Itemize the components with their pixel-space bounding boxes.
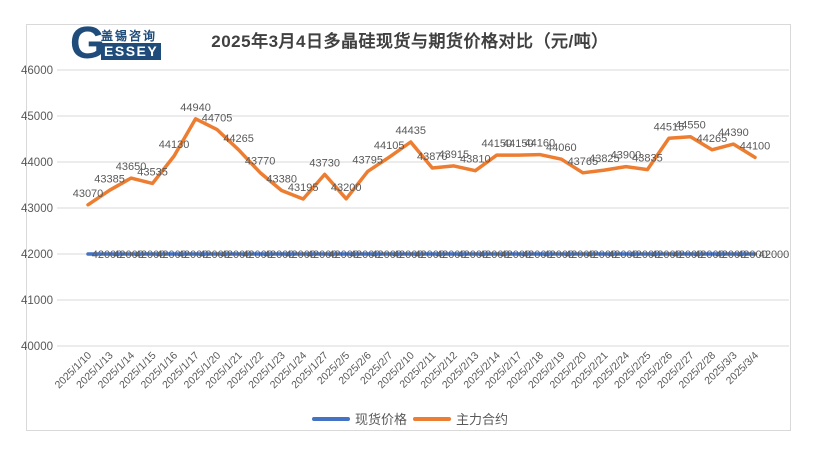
svg-text:43195: 43195: [288, 182, 319, 194]
svg-text:44435: 44435: [395, 125, 426, 137]
logo-chinese-name: 盖锡咨询: [101, 29, 158, 43]
svg-text:42000: 42000: [350, 249, 381, 261]
svg-text:40000: 40000: [21, 341, 53, 353]
logo-english-name: ESSEY: [101, 43, 162, 60]
svg-text:43385: 43385: [94, 173, 125, 185]
svg-text:42000: 42000: [156, 249, 187, 261]
svg-text:44150: 44150: [503, 138, 534, 150]
svg-text:42000: 42000: [264, 249, 295, 261]
svg-text:42000: 42000: [371, 249, 402, 261]
svg-text:42000: 42000: [544, 249, 575, 261]
svg-text:43000: 43000: [21, 203, 53, 215]
svg-text:44105: 44105: [374, 140, 405, 152]
svg-text:43200: 43200: [331, 182, 362, 194]
svg-text:44390: 44390: [718, 127, 749, 139]
chart-legend: 现货价格 主力合约: [0, 409, 820, 428]
svg-text:43535: 43535: [137, 166, 168, 178]
svg-text:43835: 43835: [632, 153, 663, 165]
svg-text:43650: 43650: [116, 161, 147, 173]
svg-text:42000: 42000: [587, 249, 618, 261]
svg-text:42000: 42000: [737, 249, 768, 261]
svg-text:42000: 42000: [651, 249, 682, 261]
svg-text:44060: 44060: [546, 142, 577, 154]
svg-text:44550: 44550: [675, 120, 706, 132]
svg-text:42000: 42000: [565, 249, 596, 261]
svg-text:42000: 42000: [436, 249, 467, 261]
svg-text:42000: 42000: [285, 249, 316, 261]
svg-text:44265: 44265: [697, 133, 728, 145]
spot-price-line-swatch: [311, 416, 350, 421]
svg-text:43765: 43765: [568, 156, 599, 168]
svg-text:43870: 43870: [417, 151, 448, 163]
svg-text:42000: 42000: [501, 249, 532, 261]
svg-text:43900: 43900: [611, 150, 642, 162]
svg-text:42000: 42000: [21, 249, 53, 261]
svg-text:42000: 42000: [328, 249, 359, 261]
svg-text:44940: 44940: [180, 102, 211, 114]
legend-item-spot-price: 现货价格: [311, 409, 407, 428]
chart-title: 2025年3月4日多晶硅现货与期货价格对比（元/吨）: [211, 32, 609, 51]
svg-text:42000: 42000: [630, 249, 661, 261]
svg-text:42000: 42000: [716, 249, 747, 261]
svg-text:44160: 44160: [525, 138, 556, 150]
svg-text:42000: 42000: [694, 249, 725, 261]
svg-text:42000: 42000: [178, 249, 209, 261]
svg-text:42000: 42000: [759, 249, 790, 261]
svg-text:44705: 44705: [202, 113, 233, 125]
svg-text:42000: 42000: [199, 249, 230, 261]
legend-item-main-contract: 主力合约: [413, 409, 508, 428]
svg-text:45000: 45000: [21, 111, 53, 123]
legend-label-spot-price: 现货价格: [354, 412, 407, 427]
gessey-logo: G 盖锡咨询 ESSEY: [70, 17, 162, 68]
svg-text:42000: 42000: [479, 249, 510, 261]
svg-text:46000: 46000: [21, 65, 53, 77]
svg-text:42000: 42000: [307, 249, 338, 261]
svg-text:43795: 43795: [352, 154, 383, 166]
svg-text:43825: 43825: [589, 153, 620, 165]
svg-text:43770: 43770: [245, 156, 276, 168]
svg-text:44130: 44130: [159, 139, 190, 151]
svg-text:43810: 43810: [460, 154, 491, 166]
svg-text:42000: 42000: [414, 249, 445, 261]
svg-text:42000: 42000: [393, 249, 424, 261]
svg-text:42000: 42000: [135, 249, 166, 261]
svg-text:44000: 44000: [21, 157, 53, 169]
svg-text:42000: 42000: [673, 249, 704, 261]
svg-text:42000: 42000: [608, 249, 639, 261]
main-contract-line-swatch: [413, 416, 451, 421]
logo-text-column: 盖锡咨询 ESSEY: [101, 29, 162, 60]
svg-text:43915: 43915: [438, 149, 469, 161]
logo-g-letter: G: [70, 17, 106, 68]
svg-text:44515: 44515: [654, 121, 685, 133]
svg-text:42000: 42000: [457, 249, 488, 261]
svg-text:44100: 44100: [740, 140, 771, 152]
svg-text:44265: 44265: [223, 133, 254, 145]
svg-text:43380: 43380: [266, 174, 297, 186]
svg-text:42000: 42000: [522, 249, 553, 261]
svg-text:42000: 42000: [113, 249, 144, 261]
legend-label-main-contract: 主力合约: [456, 412, 509, 427]
svg-text:42000: 42000: [92, 249, 123, 261]
svg-text:44150: 44150: [482, 138, 513, 150]
svg-text:42000: 42000: [242, 249, 273, 261]
chart-frame: [26, 24, 791, 431]
svg-text:42000: 42000: [221, 249, 252, 261]
svg-text:43070: 43070: [73, 188, 104, 200]
svg-text:41000: 41000: [21, 295, 53, 307]
svg-text:43730: 43730: [309, 157, 340, 169]
